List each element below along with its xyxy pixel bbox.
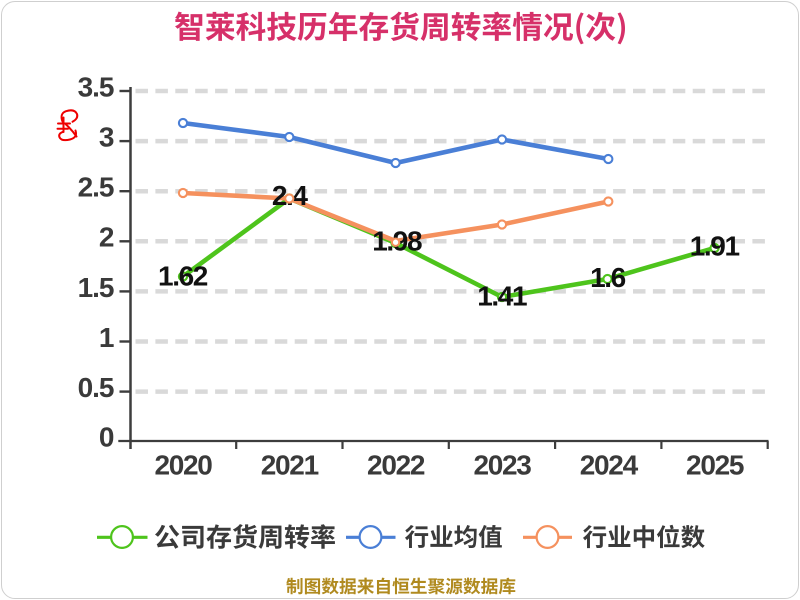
svg-text:3: 3: [99, 121, 114, 152]
svg-text:2023: 2023: [473, 450, 531, 481]
svg-text:0: 0: [99, 421, 114, 452]
svg-text:2021: 2021: [261, 450, 319, 481]
svg-text:1.41: 1.41: [477, 280, 527, 311]
svg-text:1.91: 1.91: [690, 230, 740, 261]
svg-text:2025: 2025: [686, 450, 744, 481]
svg-text:0.5: 0.5: [78, 372, 114, 403]
svg-text:3.5: 3.5: [78, 71, 114, 102]
svg-text:2024: 2024: [580, 450, 639, 481]
svg-text:2022: 2022: [367, 450, 425, 481]
svg-text:1: 1: [99, 322, 114, 353]
svg-text:2020: 2020: [154, 450, 212, 481]
svg-text:2.5: 2.5: [78, 172, 114, 203]
svg-text:2: 2: [99, 222, 114, 253]
svg-text:1.6: 1.6: [590, 262, 626, 293]
svg-text:1.5: 1.5: [78, 272, 114, 303]
svg-text:1.62: 1.62: [158, 261, 208, 292]
